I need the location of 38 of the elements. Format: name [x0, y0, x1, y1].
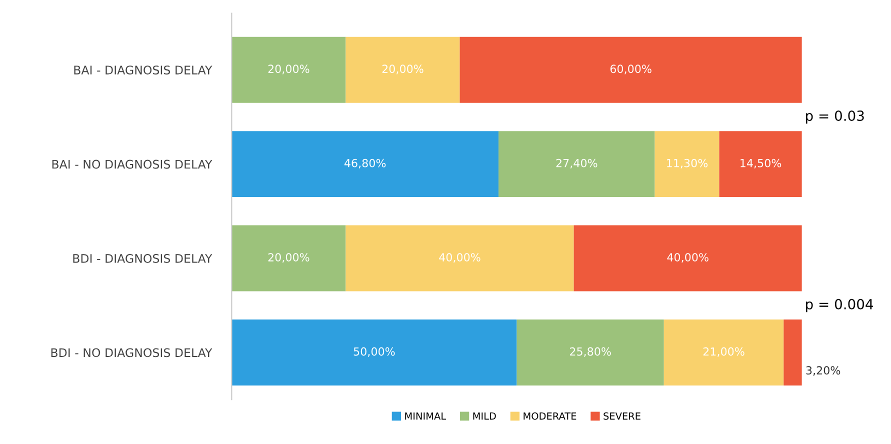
- data-label: 46,80%: [344, 158, 386, 168]
- data-label: 40,00%: [439, 253, 480, 263]
- legend-label: MINIMAL: [405, 412, 446, 420]
- data-label: 20,00%: [382, 64, 424, 74]
- data-label: 20,00%: [268, 253, 310, 263]
- data-label: 20,00%: [268, 64, 310, 74]
- y-tick-label: BDI - DIAGNOSIS DELAY: [73, 254, 212, 263]
- bar: [346, 225, 574, 292]
- bar: [654, 131, 720, 198]
- data-label: 11,30%: [667, 158, 708, 168]
- bar: [232, 225, 346, 292]
- legend-label: MODERATE: [524, 412, 576, 420]
- data-label: 40,00%: [667, 253, 708, 263]
- data-label: 50,00%: [354, 347, 395, 357]
- data-label: 3,20%: [806, 366, 840, 376]
- y-tick-label: BDI - NO DIAGNOSIS DELAY: [51, 348, 212, 358]
- text: p = 0.004: [806, 298, 874, 312]
- bar: [346, 36, 460, 103]
- text: p = 0.03: [806, 110, 864, 124]
- legend-label: SEVERE: [604, 412, 640, 420]
- bar: [719, 131, 802, 198]
- data-label: 25,80%: [570, 347, 611, 357]
- y-tick-label: BAI - NO DIAGNOSIS DELAY: [52, 160, 212, 169]
- bar: [460, 36, 802, 103]
- data-label: 27,40%: [556, 158, 598, 168]
- bar: [784, 320, 802, 386]
- bar: [574, 225, 802, 292]
- bar: [664, 320, 784, 386]
- data-label: 21,00%: [703, 347, 744, 357]
- bar: [498, 131, 655, 198]
- data-label: 60,00%: [610, 64, 652, 74]
- bar: [232, 320, 517, 386]
- data-label: 14,50%: [740, 158, 782, 168]
- y-tick-label: BAI - DIAGNOSIS DELAY: [74, 66, 212, 74]
- legend-label: MILD: [473, 412, 496, 420]
- bar: [232, 36, 346, 103]
- bar: [232, 131, 499, 198]
- bar: [516, 320, 664, 386]
